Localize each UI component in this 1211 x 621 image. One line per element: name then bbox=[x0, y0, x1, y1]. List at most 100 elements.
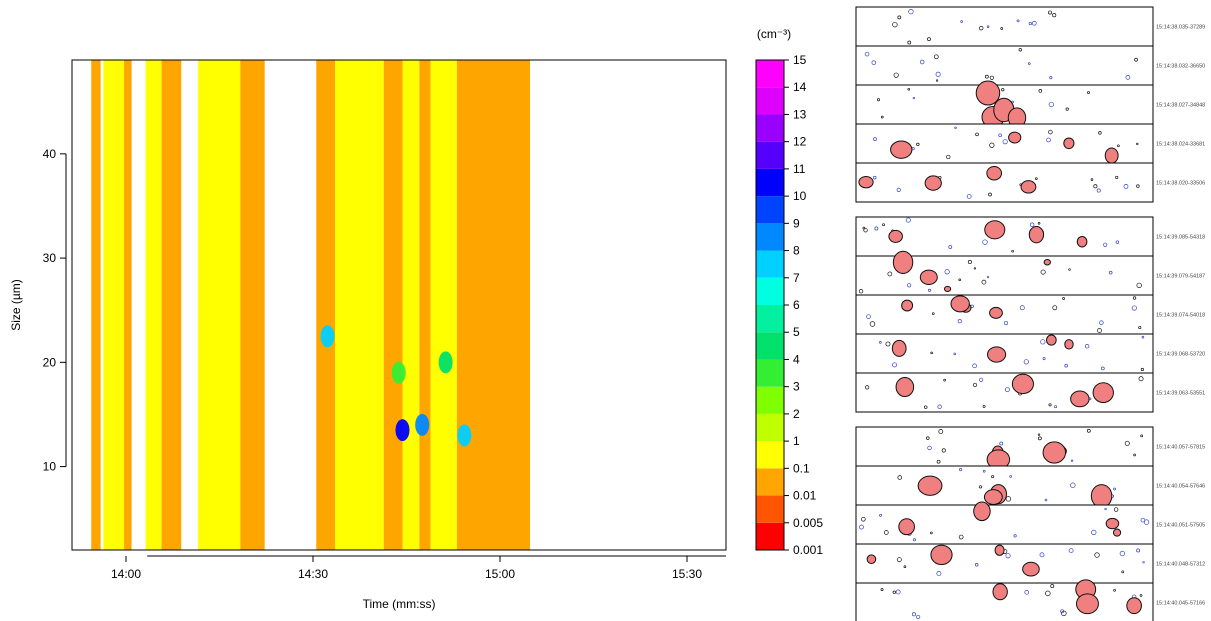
image-panel: 15:14:38.035-37289 15:14:38.032-36650 15:1… bbox=[855, 6, 1205, 203]
particle bbox=[1005, 496, 1012, 502]
particle bbox=[958, 534, 964, 540]
particle bbox=[1098, 131, 1102, 135]
particle bbox=[1097, 328, 1102, 333]
particle bbox=[948, 245, 953, 249]
particle bbox=[1104, 147, 1119, 164]
particle bbox=[986, 25, 990, 28]
particle bbox=[890, 140, 913, 159]
image-timestamp: 15:14:40.048-57312 bbox=[1156, 562, 1205, 568]
x-axis: 14:00 14:30 15:00 15:30 bbox=[111, 555, 726, 581]
colorbar-tick-label: 10 bbox=[793, 189, 807, 203]
particle bbox=[1140, 367, 1144, 372]
particle bbox=[912, 538, 916, 542]
colorbar-segment bbox=[756, 413, 784, 442]
colorbar-segment bbox=[756, 359, 784, 387]
x-tick-label: 14:00 bbox=[111, 567, 141, 581]
particle bbox=[919, 269, 938, 285]
contour-band bbox=[402, 60, 420, 550]
particle bbox=[1086, 428, 1091, 433]
colorbar-segment bbox=[756, 250, 784, 278]
particle bbox=[1070, 482, 1076, 488]
particle bbox=[901, 299, 914, 312]
colorbar-tick-label: 1 bbox=[793, 434, 800, 448]
particle bbox=[1112, 528, 1122, 537]
colorbar-tick-label: 8 bbox=[793, 244, 800, 258]
particle bbox=[1011, 373, 1034, 395]
colorbar-tick-label: 0.01 bbox=[793, 489, 817, 503]
particle bbox=[1009, 475, 1013, 478]
particle bbox=[1060, 609, 1065, 614]
colorbar-segment bbox=[756, 468, 784, 496]
particle bbox=[936, 459, 941, 464]
colorbar-tick-label: 0.005 bbox=[793, 516, 823, 530]
contour-band bbox=[91, 60, 101, 550]
contour-hotspot bbox=[415, 413, 430, 436]
colorbar-segment bbox=[756, 196, 784, 224]
particle bbox=[1068, 268, 1071, 271]
particle bbox=[1113, 588, 1116, 592]
particle bbox=[891, 339, 907, 357]
particle bbox=[1068, 548, 1074, 553]
particle bbox=[1099, 320, 1104, 325]
colorbar-segment bbox=[756, 168, 784, 197]
particle bbox=[1024, 590, 1029, 595]
particle bbox=[1020, 180, 1037, 194]
particle bbox=[982, 239, 988, 245]
particle bbox=[879, 341, 882, 344]
particle bbox=[927, 288, 932, 292]
particle bbox=[999, 441, 1004, 446]
particle bbox=[1046, 334, 1057, 346]
particle bbox=[1117, 144, 1120, 148]
y-tick-label: 20 bbox=[43, 355, 57, 369]
contour-band bbox=[456, 60, 530, 550]
particle bbox=[1070, 459, 1074, 462]
particle bbox=[1037, 221, 1041, 225]
particle bbox=[927, 445, 932, 451]
contour-band bbox=[316, 60, 335, 550]
contour-band bbox=[419, 60, 431, 550]
particle bbox=[869, 321, 876, 327]
particle bbox=[974, 563, 979, 567]
particle bbox=[871, 60, 877, 65]
particle bbox=[982, 404, 986, 408]
image-timestamp: 15:14:38.035-37289 bbox=[1156, 25, 1205, 31]
contour-hotspot bbox=[438, 351, 453, 374]
contour-hotspot bbox=[391, 361, 406, 384]
image-panel: 15:14:40.057-57815 15:14:40.054-57646 15:1… bbox=[855, 426, 1205, 621]
image-timestamp: 15:14:38.032-36650 bbox=[1156, 64, 1205, 70]
x-tick-label: 15:30 bbox=[672, 567, 702, 581]
particle bbox=[938, 429, 944, 434]
particle bbox=[1018, 48, 1022, 52]
particle bbox=[936, 571, 942, 577]
particle bbox=[1028, 225, 1045, 244]
particle bbox=[1093, 184, 1098, 189]
particle bbox=[1022, 561, 1040, 577]
contour-band bbox=[161, 60, 182, 550]
colorbar-segment bbox=[756, 386, 784, 414]
particle bbox=[1136, 548, 1141, 553]
particle bbox=[983, 489, 1003, 505]
particle bbox=[1075, 593, 1099, 615]
particle bbox=[935, 71, 941, 77]
particle bbox=[930, 544, 953, 566]
particle bbox=[994, 544, 1005, 556]
particle bbox=[966, 194, 972, 199]
contour-band bbox=[240, 60, 265, 550]
particle bbox=[895, 589, 901, 595]
particle bbox=[935, 79, 939, 82]
particle bbox=[1040, 339, 1046, 345]
particle bbox=[950, 295, 970, 313]
particle bbox=[888, 229, 903, 243]
particle bbox=[1139, 594, 1143, 597]
particle bbox=[917, 475, 943, 496]
particle bbox=[973, 501, 991, 522]
particle bbox=[931, 312, 935, 315]
particle bbox=[984, 74, 989, 79]
particle bbox=[943, 285, 952, 292]
particle bbox=[907, 40, 912, 45]
particle bbox=[1104, 507, 1107, 511]
image-strip bbox=[855, 45, 1154, 86]
particle bbox=[1008, 131, 1022, 144]
particle bbox=[1062, 297, 1065, 300]
